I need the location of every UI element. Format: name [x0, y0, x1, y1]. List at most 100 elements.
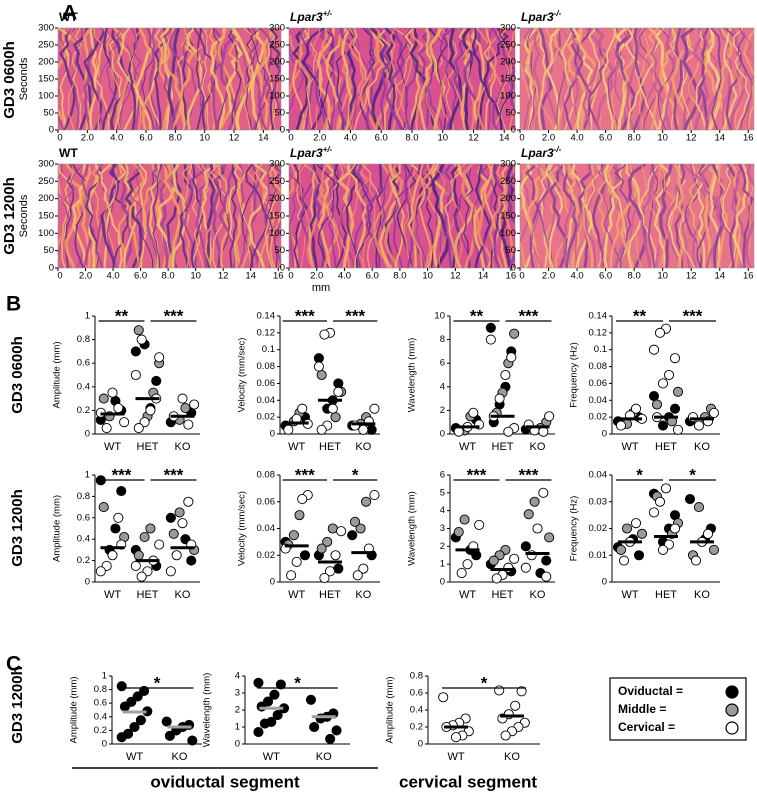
y-tick-label: 0.6 [410, 688, 423, 699]
heatmap-stripe [632, 28, 647, 130]
y-tick-label: 2 [440, 541, 445, 552]
heatmap-stripe [228, 28, 249, 130]
x-axis-label: mm [312, 282, 330, 294]
heatmap-stripe [530, 164, 548, 268]
heatmap-stripe [289, 34, 302, 130]
x-tick-label: 6.0 [599, 133, 612, 144]
data-point [633, 550, 645, 561]
x-tick-label: 8.0 [393, 271, 406, 282]
heatmap-stripe [639, 164, 661, 268]
y-axis-label: Wavelength (mm) [407, 491, 418, 566]
x-tick-label: 6.0 [134, 271, 147, 282]
significance-label: ** [633, 306, 647, 325]
heatmap-stripe [349, 164, 368, 268]
y-tick-label: 250 [500, 40, 516, 51]
heatmap-stripe [463, 164, 474, 268]
y-tick-label: 100 [500, 228, 516, 239]
heatmap-stripe [179, 28, 195, 130]
heatmap-stripe [265, 28, 277, 130]
heatmap-stripe [336, 164, 355, 268]
heatmap-stripe [97, 28, 111, 130]
heatmap-stripe [104, 28, 122, 130]
data-point [506, 352, 517, 363]
heatmap-stripe [572, 28, 584, 130]
y-tick-label: 0 [280, 125, 285, 136]
x-tick-label: KO [316, 751, 332, 763]
heatmap-stripe [506, 164, 515, 268]
data-point [119, 417, 130, 428]
data-point [186, 555, 197, 566]
data-point [189, 399, 200, 410]
heatmap-stripe [178, 164, 194, 268]
data-point [113, 512, 124, 523]
x-tick-label: 14 [714, 271, 725, 282]
data-point [305, 694, 317, 705]
data-point [256, 701, 267, 712]
data-point [488, 555, 499, 566]
heatmap-stripe [350, 164, 373, 268]
data-point [319, 329, 330, 340]
heatmap-stripe [309, 164, 321, 268]
significance-label: * [352, 465, 359, 484]
data-point [669, 523, 681, 534]
heatmap-stripe [59, 28, 76, 130]
data-point [693, 420, 705, 431]
data-point [509, 553, 520, 564]
heatmap-stripe [378, 164, 400, 268]
x-tick-label: 2.0 [81, 133, 94, 144]
data-point [541, 555, 552, 566]
heatmap-stripe [745, 164, 754, 268]
data-point [485, 334, 496, 345]
x-tick-label: 12 [450, 271, 461, 282]
x-tick-label: KO [175, 441, 191, 453]
y-tick-label: 0.6 [77, 512, 90, 523]
y-tick-label: 0 [102, 739, 107, 750]
data-point [669, 353, 681, 364]
y-tick-label: 4 [440, 505, 445, 516]
x-tick-label: 2.0 [79, 271, 92, 282]
y-tick-label: 0.04 [257, 395, 276, 406]
heatmap-stripe [308, 164, 317, 268]
x-tick-label: 8.0 [162, 271, 175, 282]
heatmap-stripe [451, 164, 466, 268]
data-point [288, 530, 299, 541]
segment-label: cervical segment [399, 772, 537, 791]
data-point [119, 701, 130, 712]
heatmap-stripe [606, 164, 621, 268]
legend-swatch [725, 703, 739, 717]
significance-label: * [689, 465, 696, 484]
heatmap-stripe [193, 28, 205, 130]
y-tick-label: 2 [235, 705, 240, 716]
x-tick-label: KO [530, 441, 546, 453]
heatmap-stripe [417, 28, 435, 130]
data-point [494, 393, 505, 404]
data-point [313, 353, 324, 364]
data-point [541, 571, 552, 582]
heatmap-stripe [317, 164, 336, 268]
x-tick-label: 6.0 [375, 133, 388, 144]
heatmap-stripe [602, 28, 617, 130]
heatmap-stripe [440, 28, 453, 130]
x-tick-label: 2.0 [310, 271, 323, 282]
x-tick-label: 8.0 [628, 271, 641, 282]
data-point [648, 344, 660, 355]
data-point [333, 386, 344, 397]
significance-label: * [294, 673, 301, 692]
row-label: GD3 1200h [1, 177, 18, 255]
significance-label: ** [470, 306, 484, 325]
data-point [272, 710, 283, 721]
y-tick-label: 150 [269, 211, 285, 222]
heatmap-stripe [687, 164, 704, 268]
data-point [116, 485, 127, 497]
data-point [98, 393, 109, 404]
heatmap-stripe [404, 28, 421, 130]
data-point [503, 426, 514, 437]
data-point [520, 541, 531, 552]
data-point [333, 563, 344, 574]
y-tick-label: 50 [43, 245, 54, 256]
x-tick-label: 2.0 [313, 133, 326, 144]
data-point [500, 369, 511, 381]
x-tick-label: WT [104, 589, 121, 601]
heatmap-stripe [107, 164, 128, 268]
heatmap-stripe [448, 28, 463, 130]
